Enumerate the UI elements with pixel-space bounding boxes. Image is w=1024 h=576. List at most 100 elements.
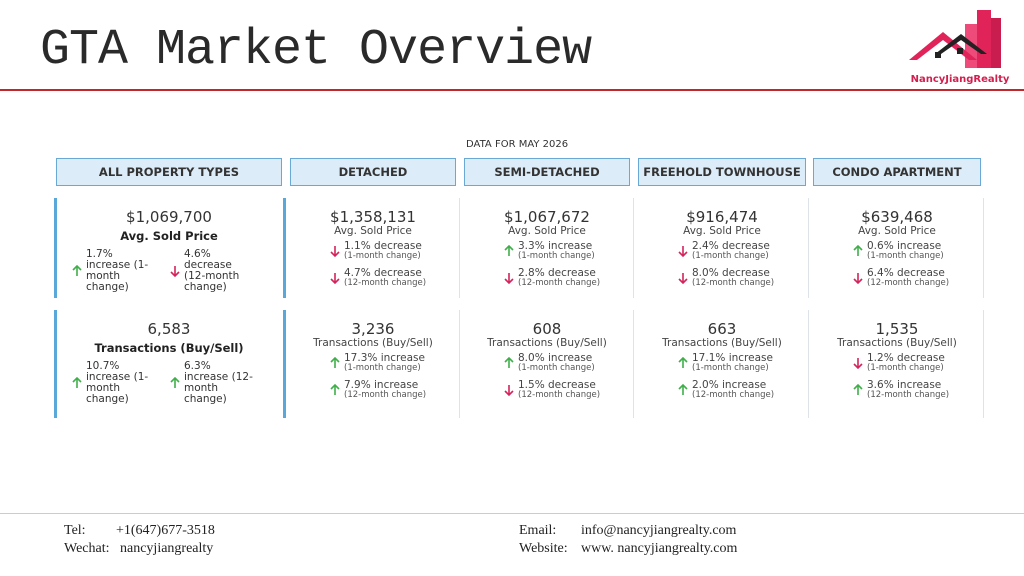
column-header: FREEHOLD TOWNHOUSE [638, 158, 806, 186]
cell: 1,535 Transactions (Buy/Sell) 1.2% decreas… [813, 310, 981, 418]
cell-value: 6,583 [147, 320, 191, 338]
cell-divider [983, 310, 984, 418]
change-text: 8.0% increase (1-month change) [518, 353, 595, 373]
arrow-down [678, 273, 688, 284]
change-text: 8.0% decrease (12-month change) [692, 268, 774, 288]
change: 3.3% increase (1-month change) [504, 241, 595, 261]
footer-label: Tel: [64, 523, 86, 538]
cell-label: Transactions (Buy/Sell) [94, 341, 244, 355]
change-value: 8.0% decrease [692, 267, 770, 279]
change-value: 7.9% increase [344, 379, 419, 391]
arrow-up [678, 357, 688, 368]
change-text: 1.1% decrease (1-month change) [344, 241, 422, 261]
change-value: 6.4% decrease [867, 267, 945, 279]
change: 1.1% decrease (1-month change) [330, 241, 422, 261]
arrow-down [330, 246, 340, 257]
change-value: 10.7% increase [86, 360, 131, 383]
change-period: (12-month change) [344, 278, 427, 288]
arrow-up [72, 377, 82, 388]
arrow-up [72, 265, 82, 276]
change-period: (12-month change) [867, 278, 950, 288]
column-header: CONDO APARTMENT [813, 158, 981, 186]
change-text: 1.2% decrease (1-month change) [867, 353, 945, 373]
change-period: (12-month change) [184, 371, 253, 405]
cell-label: Avg. Sold Price [120, 229, 218, 243]
change-value: 2.0% increase [692, 379, 767, 391]
change: 10.7% increase (1-month change) [72, 361, 158, 405]
change-period: (1-month change) [867, 251, 944, 261]
arrow-up [504, 245, 514, 256]
arrow-down [678, 246, 688, 257]
logo-icon [909, 10, 1001, 68]
cell-value: $916,474 [686, 208, 758, 226]
cell-label: Transactions (Buy/Sell) [662, 337, 782, 349]
arrow-up [330, 384, 340, 395]
footer-value: nancyjiangrealty [120, 541, 214, 556]
arrow-up [504, 357, 514, 368]
change-period: (12-month change) [344, 390, 427, 400]
arrow-up [853, 245, 863, 256]
change-value: 17.1% increase [692, 352, 773, 364]
divider [0, 513, 1024, 514]
cell: $639,468 Avg. Sold Price 0.6% increase (1-m… [813, 198, 981, 298]
arrow-up [678, 384, 688, 395]
change-text: 3.3% increase (1-month change) [518, 241, 595, 261]
change-value: 1.2% decrease [867, 352, 945, 364]
change-period: (1-month change) [518, 363, 595, 373]
footer-label: Email: [519, 523, 557, 538]
change-value: 6.3% increase [184, 360, 229, 383]
change-value: 3.6% increase [867, 379, 942, 391]
change-text: 1.5% decrease (12-month change) [518, 380, 600, 400]
change: 17.3% increase (1-month change) [330, 353, 425, 373]
arrow-up [853, 384, 863, 395]
arrow-down [170, 266, 180, 277]
change: 1.2% decrease (1-month change) [853, 353, 945, 373]
footer-label: Wechat: [64, 541, 110, 556]
change: 1.5% decrease (12-month change) [504, 380, 600, 400]
footer-label: Website: [519, 541, 568, 556]
change: 3.6% increase (12-month change) [853, 380, 949, 400]
row-accent [54, 310, 57, 418]
change: 2.0% increase (12-month change) [678, 380, 774, 400]
change-period: (1-month change) [344, 363, 421, 373]
cell-value: 608 [532, 320, 562, 338]
change-text: 7.9% increase (12-month change) [344, 380, 426, 400]
cell-label: Avg. Sold Price [683, 225, 761, 237]
row-accent [54, 198, 57, 298]
cell: 663 Transactions (Buy/Sell) 17.1% increase… [638, 310, 806, 418]
cell-divider [808, 310, 809, 418]
change-text: 4.6% decrease (12-month change) [184, 249, 256, 293]
footer-value: info@nancyjiangrealty.com [581, 523, 737, 538]
change: 2.8% decrease (12-month change) [504, 268, 600, 288]
arrow-down [853, 273, 863, 284]
arrow-down [504, 385, 514, 396]
title: GTA Market Overview [40, 22, 592, 79]
change-text: 10.7% increase (1-month change) [86, 361, 158, 405]
cell-divider [459, 198, 460, 298]
cell-label: Transactions (Buy/Sell) [313, 337, 433, 349]
change-period: (12-month change) [184, 270, 240, 293]
change: 1.7% increase (1-month change) [72, 249, 158, 293]
cell-label: Avg. Sold Price [508, 225, 586, 237]
change-period: (12-month change) [518, 278, 601, 288]
change-period: (1-month change) [86, 371, 149, 405]
cell: $1,358,131 Avg. Sold Price 1.1% decrease (1… [290, 198, 456, 298]
column-header: DETACHED [290, 158, 456, 186]
column-header: SEMI-DETACHED [464, 158, 630, 186]
change: 17.1% increase (1-month change) [678, 353, 773, 373]
change-text: 6.4% decrease (12-month change) [867, 268, 949, 288]
cell-value: 1,535 [875, 320, 919, 338]
logo-text: NancyJiangRealty [910, 74, 1010, 85]
change: 0.6% increase (1-month change) [853, 241, 944, 261]
row-accent [283, 198, 286, 298]
cell-label: Transactions (Buy/Sell) [487, 337, 607, 349]
change-text: 1.7% increase (1-month change) [86, 249, 158, 293]
cell-label: Transactions (Buy/Sell) [837, 337, 957, 349]
change-period: (1-month change) [867, 363, 944, 373]
change-value: 0.6% increase [867, 240, 942, 252]
change-text: 17.1% increase (1-month change) [692, 353, 773, 373]
cell-value: $1,067,672 [504, 208, 590, 226]
divider [0, 89, 1024, 91]
change: 8.0% decrease (12-month change) [678, 268, 774, 288]
